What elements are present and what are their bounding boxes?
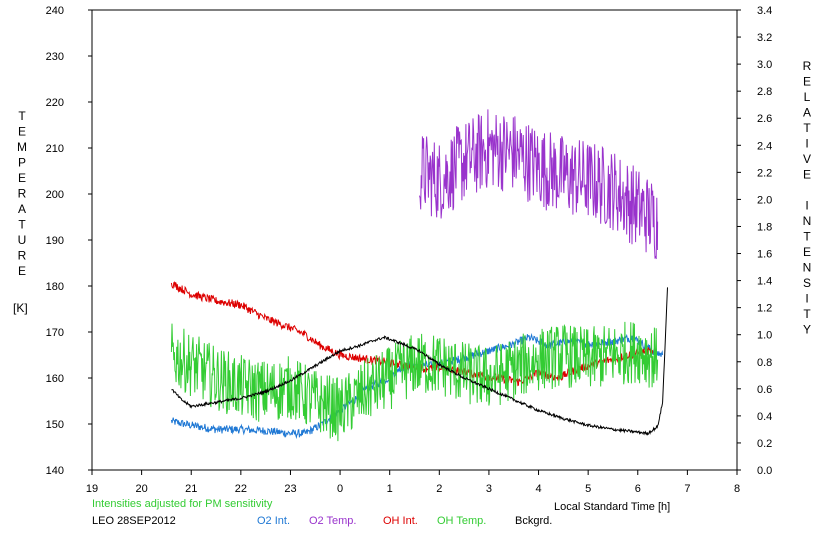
x-tick-label: 22	[235, 483, 247, 495]
axis-label-letter: T	[803, 121, 811, 135]
right-tick-label: 2.0	[757, 194, 772, 206]
x-tick-label: 3	[486, 483, 492, 495]
axis-label-letter: I	[805, 199, 808, 213]
axis-label-letter: M	[17, 140, 27, 154]
right-tick-label: 1.4	[757, 276, 772, 288]
right-tick-label: 0.6	[757, 384, 772, 396]
axis-label-letter: E	[803, 75, 811, 89]
x-tick-label: 20	[135, 483, 147, 495]
series-layer	[170, 109, 668, 442]
left-tick-label: 170	[46, 327, 64, 339]
left-tick-label: 190	[46, 235, 64, 247]
series-o2-temp	[419, 109, 659, 260]
axis-label-letter: E	[18, 125, 26, 139]
x-axis-label: Local Standard Time [h]	[554, 501, 671, 513]
axis-label-letter: E	[803, 168, 811, 182]
right-tick-label: 2.2	[757, 167, 772, 179]
axis-label-letter: T	[18, 218, 26, 232]
left-tick-label: 240	[46, 5, 64, 17]
axis-label-letter: V	[803, 152, 811, 166]
x-tick-label: 7	[684, 483, 690, 495]
x-tick-label: 0	[337, 483, 343, 495]
station-label: LEO 28SEP2012	[92, 515, 176, 527]
left-tick-label: 160	[46, 373, 64, 385]
left-tick-label: 200	[46, 189, 64, 201]
axis-label-letter: P	[18, 156, 26, 170]
axis-label-letter: N	[803, 261, 812, 275]
axis-label-letter: E	[18, 264, 26, 278]
left-tick-label: 150	[46, 419, 64, 431]
right-tick-label: 0.8	[757, 357, 772, 369]
legend-oh-int: OH Int.	[383, 515, 418, 527]
x-tick-label: 21	[185, 483, 197, 495]
legend-o2-temp: O2 Temp.	[309, 515, 357, 527]
x-tick-label: 8	[734, 483, 740, 495]
axis-label-letter: I	[805, 292, 808, 306]
axis-label-letter: L	[804, 90, 811, 104]
axis-label-letter: S	[803, 276, 811, 290]
right-tick-label: 1.0	[757, 330, 772, 342]
legend-o2-int: O2 Int.	[257, 515, 291, 527]
left-tick-label: 220	[46, 97, 64, 109]
left-tick-label: 180	[46, 281, 64, 293]
left-axis-unit: [K]	[13, 301, 28, 315]
right-tick-label: 3.2	[757, 32, 772, 44]
axis-label-letter: U	[18, 233, 27, 247]
axis-label-letter: R	[18, 249, 27, 263]
axis-label-letter: T	[803, 230, 811, 244]
axis-label-letter: N	[803, 214, 812, 228]
right-tick-label: 3.0	[757, 59, 772, 71]
axis-label-letter: E	[18, 171, 26, 185]
x-tick-label: 5	[585, 483, 591, 495]
axis-label-letter: T	[18, 109, 26, 123]
right-tick-label: 2.4	[757, 140, 772, 152]
right-tick-label: 1.2	[757, 303, 772, 315]
right-tick-label: 3.4	[757, 5, 772, 17]
right-axis-ticks: 0.0 0.2 0.4 0.6 0.8 1.0 1.2 1.4 1.6 1.8 2.0 2.2 2.4 2…	[737, 5, 772, 477]
right-tick-label: 0.2	[757, 438, 772, 450]
series-oh-temp	[170, 321, 659, 442]
axis-label-letter: T	[803, 307, 811, 321]
legend-background: Bckgrd.	[515, 515, 553, 527]
x-tick-label: 6	[635, 483, 641, 495]
x-tick-label: 4	[535, 483, 541, 495]
note-text: Intensities adjusted for PM sensitivity	[92, 498, 273, 510]
left-tick-label: 230	[46, 51, 64, 63]
legend-oh-temp: OH Temp.	[437, 515, 487, 527]
right-tick-label: 1.6	[757, 249, 772, 261]
left-tick-label: 140	[46, 465, 64, 477]
left-axis-ticks: 140 150 160 170 180 190 200 210 220 230 240	[46, 5, 92, 477]
axis-label-letter: R	[803, 59, 812, 73]
axis-label-letter: R	[18, 187, 27, 201]
axis-label-letter: Y	[803, 323, 811, 337]
series-bckgrd	[171, 287, 668, 436]
x-tick-label: 2	[436, 483, 442, 495]
right-tick-label: 1.8	[757, 221, 772, 233]
axis-label-letter: I	[805, 137, 808, 151]
x-axis-ticks: 19 20 21 22 23 0 1 2 3 4 5 6 7 8	[86, 470, 740, 495]
left-tick-label: 210	[46, 143, 64, 155]
plot-frame	[91, 9, 738, 471]
right-tick-label: 2.6	[757, 113, 772, 125]
x-tick-label: 19	[86, 483, 98, 495]
axis-label-letter: E	[803, 245, 811, 259]
axis-label-letter: A	[18, 202, 26, 216]
axis-label-letter: A	[803, 106, 811, 120]
x-tick-label: 23	[284, 483, 296, 495]
right-tick-label: 0.4	[757, 411, 772, 423]
x-tick-label: 1	[387, 483, 393, 495]
right-tick-label: 0.0	[757, 465, 772, 477]
right-tick-label: 2.8	[757, 86, 772, 98]
